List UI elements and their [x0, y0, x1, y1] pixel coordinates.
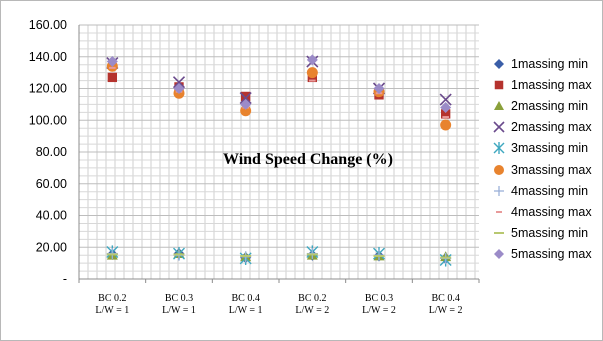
data-point-5massing-max — [373, 83, 385, 94]
y-tick-label: 20.00 — [36, 240, 67, 254]
legend-item-5massing-min: 5massing min — [491, 223, 601, 244]
legend-label: 5massing min — [511, 226, 589, 241]
x-tick-label: BC 0.3 L/W = 1 — [162, 293, 196, 316]
legend-label: 3massing min — [511, 141, 589, 156]
data-point-2massing-max — [172, 76, 186, 89]
legend-label: 1massing max — [511, 77, 592, 92]
legend: 1massing min 1massing max 2massing min 2mas… — [491, 53, 601, 265]
y-tick-label: 140.00 — [29, 50, 67, 64]
data-point-5massing-max — [306, 54, 318, 66]
legend-item-1massing-max: 1massing max — [491, 74, 601, 95]
legend-item-3massing-min: 3massing min — [491, 138, 601, 159]
legend-marker-2massing-max — [493, 121, 505, 133]
x-tick-label: BC 0.2 L/W = 2 — [295, 293, 329, 316]
data-point-5massing-max — [240, 98, 252, 110]
legend-marker-5massing-min — [494, 232, 504, 235]
y-tick-label: 60.00 — [36, 177, 67, 191]
x-tick-label: BC 0.3 L/W = 2 — [362, 293, 396, 316]
legend-item-3massing-max: 3massing max — [491, 159, 601, 180]
legend-label: 2massing max — [511, 120, 592, 135]
data-point-1massing-max — [107, 72, 118, 83]
y-tick-label: 100.00 — [29, 113, 67, 127]
x-tick-label: BC 0.2 L/W = 1 — [95, 293, 129, 316]
x-tick-label: BC 0.4 L/W = 1 — [229, 293, 263, 316]
data-point-5massing-max — [106, 56, 118, 68]
legend-marker-4massing-min — [494, 185, 504, 196]
legend-item-4massing-min: 4massing min — [491, 180, 601, 201]
legend-item-4massing-max: 4massing max — [491, 201, 601, 222]
legend-marker-4massing-max — [496, 210, 502, 213]
data-point-2massing-max — [439, 93, 452, 106]
legend-marker-3massing-max — [494, 164, 504, 175]
data-point-3massing-max — [440, 119, 452, 131]
legend-item-5massing-max: 5massing max — [491, 244, 601, 265]
legend-marker-1massing-min — [494, 58, 504, 69]
legend-label: 4massing min — [511, 183, 589, 198]
y-tick-label: 160.00 — [29, 18, 67, 32]
data-point-1massing-max — [240, 91, 251, 102]
y-tick-label: 120.00 — [29, 82, 67, 96]
data-point-5massing-max — [440, 102, 452, 114]
y-tick-label: - — [63, 272, 67, 286]
data-point-5massing-max — [173, 83, 185, 94]
legend-label: 4massing max — [511, 204, 592, 219]
legend-marker-5massing-max — [494, 249, 504, 260]
legend-item-2massing-max: 2massing max — [491, 117, 601, 138]
data-point-1massing-max — [440, 109, 451, 119]
legend-item-2massing-min: 2massing min — [491, 95, 601, 116]
legend-marker-1massing-max — [494, 80, 504, 90]
legend-marker-3massing-min — [493, 142, 505, 155]
y-tick-label: 80.00 — [36, 145, 67, 159]
data-point-2massing-max — [239, 91, 252, 105]
data-point-3massing-max — [306, 67, 318, 79]
legend-label: 1massing min — [511, 56, 589, 71]
legend-item-1massing-min: 1massing min — [491, 53, 601, 74]
legend-label: 3massing max — [511, 162, 592, 177]
legend-label: 2massing min — [511, 98, 589, 113]
chart-title: Wind Speed Change (%) — [223, 151, 393, 168]
x-tick-label: BC 0.4 L/W = 2 — [429, 293, 463, 316]
legend-label: 5massing max — [511, 247, 592, 262]
legend-marker-2massing-min — [494, 100, 504, 110]
y-tick-label: 40.00 — [36, 209, 67, 223]
